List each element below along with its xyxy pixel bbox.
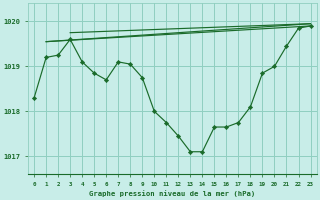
X-axis label: Graphe pression niveau de la mer (hPa): Graphe pression niveau de la mer (hPa): [89, 190, 255, 197]
